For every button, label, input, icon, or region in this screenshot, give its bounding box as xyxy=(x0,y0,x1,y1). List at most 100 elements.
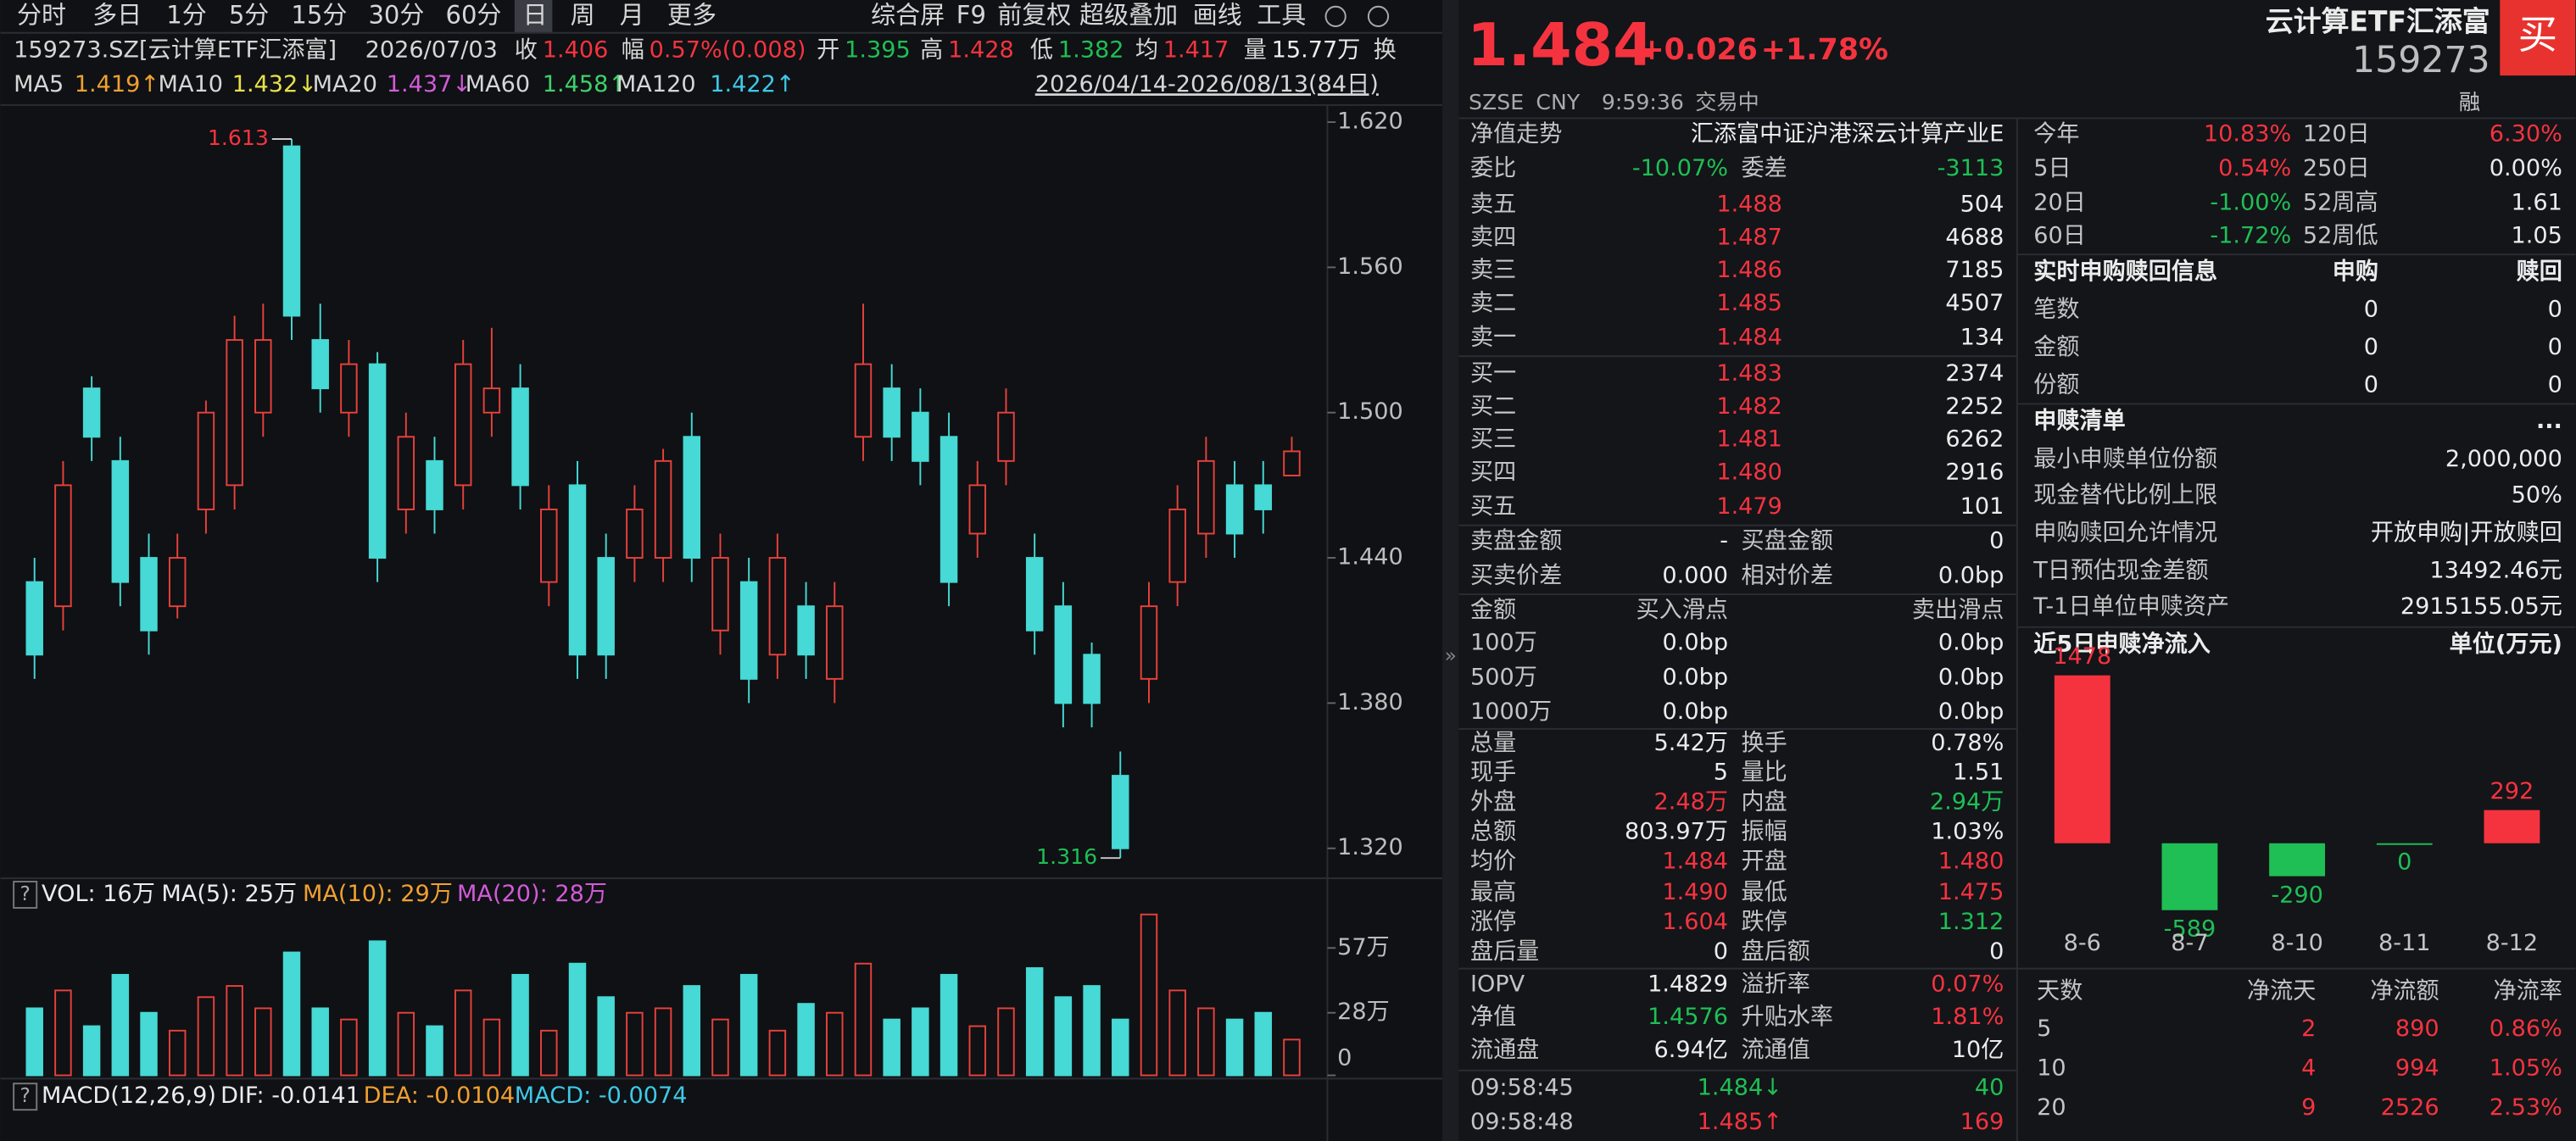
order-cell: 金额 xyxy=(1470,597,1516,623)
x-tick-label: 8-12 xyxy=(2486,930,2539,956)
candle-body xyxy=(282,145,301,317)
order-cell: 卖盘金额 xyxy=(1470,528,1562,554)
volume-bar xyxy=(883,1018,900,1077)
period-tab[interactable]: 15分 xyxy=(291,0,347,29)
order-cell: 卖二 xyxy=(1470,290,1516,316)
flow-cell: 4 xyxy=(2301,1055,2316,1081)
order-cell: 09:58:45 xyxy=(1470,1075,1574,1101)
order-cell: 4507 xyxy=(1945,290,2004,316)
volume-bar xyxy=(854,962,873,1077)
period-tab[interactable]: 周 xyxy=(571,0,595,29)
flow-cell: 890 xyxy=(2395,1016,2439,1042)
info-cell: 0 xyxy=(2364,372,2378,398)
period-tab[interactable]: 5分 xyxy=(229,0,270,29)
flow-cell: 2 xyxy=(2301,1016,2316,1042)
period-tab[interactable]: 更多 xyxy=(667,0,716,29)
help-icon[interactable] xyxy=(13,881,38,909)
info-cell: 52周高 xyxy=(2303,190,2378,216)
order-cell: 买入滑点 xyxy=(1636,597,1728,623)
period-tab[interactable]: 分时 xyxy=(17,0,66,29)
order-cell: 买五 xyxy=(1470,493,1516,520)
volume-bar xyxy=(568,962,587,1077)
buy-button-bg[interactable] xyxy=(2500,0,2576,76)
x-tick-label: 8-10 xyxy=(2271,930,2323,956)
min-label: 1.316 xyxy=(1036,844,1097,869)
help-icon[interactable] xyxy=(1367,5,1390,27)
info-cell: 0 xyxy=(2364,334,2378,360)
tool-button[interactable]: 综合屏 xyxy=(871,0,945,29)
order-cell: IOPV xyxy=(1470,971,1525,998)
volume-bar xyxy=(1025,967,1044,1077)
tool-button[interactable]: F9 xyxy=(956,0,986,29)
volume-bar xyxy=(340,1018,358,1077)
candle-body xyxy=(397,436,415,510)
volume-bar xyxy=(739,973,758,1077)
field-label: 换 xyxy=(1374,37,1397,64)
volume-bar xyxy=(1225,1018,1244,1077)
flow-cell: 10 xyxy=(2037,1055,2066,1081)
order-cell: -3113 xyxy=(1938,155,2004,181)
info-cell: 开放申购|开放赎回 xyxy=(2371,520,2562,546)
tool-button[interactable]: 工具 xyxy=(1257,0,1306,29)
volume-legend: MA(5): 25万 xyxy=(161,881,297,907)
value-label: 1478 xyxy=(2053,643,2111,670)
collapse-icon[interactable]: » xyxy=(1445,644,1457,667)
volume-legend: VOL: 16万 xyxy=(42,881,155,907)
tool-button[interactable]: 画线 xyxy=(1193,0,1242,29)
candle-body xyxy=(1283,450,1301,476)
info-cell: T日预估现金差额 xyxy=(2032,557,2208,583)
value-label: 292 xyxy=(2490,778,2534,804)
period-tab[interactable]: 60分 xyxy=(445,0,501,29)
order-cell: 0.0bp xyxy=(1938,664,2004,690)
info-cell: 13492.46元 xyxy=(2429,557,2562,583)
field-value: 1.417 xyxy=(1163,37,1229,64)
ma-value: 1.458↑ xyxy=(543,71,627,97)
settings-icon[interactable] xyxy=(1324,5,1347,27)
help-icon[interactable]: ? xyxy=(20,1084,31,1107)
period-tab[interactable]: 1分 xyxy=(166,0,207,29)
date-range[interactable]: 2026/04/14-2026/08/13(84日) xyxy=(1035,71,1379,97)
volume-bar xyxy=(597,996,615,1077)
status: 9:59:36 xyxy=(1602,90,1684,114)
help-icon[interactable]: ? xyxy=(20,882,31,905)
info-cell: -1.72% xyxy=(2210,222,2291,248)
order-cell: 1000万 xyxy=(1470,699,1552,725)
volume-bar xyxy=(654,1007,672,1077)
flow-bar xyxy=(2376,843,2433,845)
macd-legend: DEA: -0.0104 xyxy=(364,1083,515,1109)
order-cell: 跌停 xyxy=(1742,909,1787,935)
tool-button[interactable]: 超级叠加 xyxy=(1079,0,1178,29)
order-cell: 1.485↑ xyxy=(1698,1109,1782,1135)
y-tick-label: 28万 xyxy=(1337,999,1390,1025)
period-tab[interactable]: 月 xyxy=(620,0,644,29)
flow-bar xyxy=(2054,675,2110,843)
field-label: 量 xyxy=(1244,37,1267,64)
info-cell: 笔数 xyxy=(2033,297,2079,323)
candle-body xyxy=(168,557,187,608)
order-cell: 1.482 xyxy=(1716,393,1782,420)
order-cell: 1.81% xyxy=(1931,1004,2004,1030)
ma-value: 1.419↑ xyxy=(75,71,159,97)
volume-bar xyxy=(711,1018,729,1077)
order-cell: 买卖价差 xyxy=(1470,562,1562,588)
info-cell: 申赎清单 xyxy=(2033,408,2125,434)
period-tab[interactable]: 多日 xyxy=(92,0,142,29)
pane-gap xyxy=(1442,0,1459,1141)
order-cell: 0.000 xyxy=(1662,562,1728,588)
info-cell: 实时申购赎回信息 xyxy=(2033,258,2217,285)
period-tab[interactable]: 日 xyxy=(523,0,548,29)
order-cell: 0 xyxy=(1989,528,2004,554)
candle-body xyxy=(826,605,844,680)
help-icon[interactable] xyxy=(13,1083,38,1111)
order-cell: 内盘 xyxy=(1742,789,1787,815)
buy-button[interactable]: 买 xyxy=(2518,12,2557,58)
candle-body xyxy=(54,484,72,608)
order-cell: 总量 xyxy=(1470,730,1516,756)
period-tab[interactable]: 30分 xyxy=(368,0,424,29)
candle-body xyxy=(711,557,729,632)
info-cell: 0.00% xyxy=(2490,155,2562,181)
status: 交易中 xyxy=(1695,90,1759,114)
tool-button[interactable]: 前复权 xyxy=(997,0,1071,29)
